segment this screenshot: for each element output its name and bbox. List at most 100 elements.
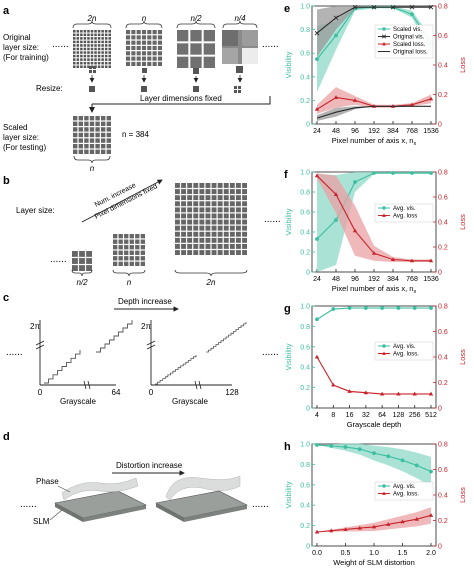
phase-pointer	[57, 485, 71, 493]
end-tick-a: 64	[112, 388, 121, 397]
pixel-cell	[193, 250, 199, 255]
data-point	[371, 524, 377, 529]
pixel-cell	[80, 58, 83, 61]
data-point	[409, 4, 415, 10]
n-under-label: n	[90, 164, 95, 173]
pixel-cell	[193, 183, 199, 188]
pixel-cell	[126, 30, 131, 35]
ytick-left-label: 1.0	[300, 304, 310, 311]
data-point	[428, 391, 434, 396]
pixel-cell	[106, 138, 111, 143]
pixel-cell	[136, 45, 141, 51]
dots-d-left: ......	[20, 499, 37, 510]
pixel-cell	[131, 40, 136, 45]
pixel-cell	[101, 65, 104, 68]
pixel-cell	[95, 121, 100, 126]
pixel-cell	[90, 47, 94, 51]
pixel-cell	[76, 47, 80, 51]
pixel-cell	[223, 189, 229, 194]
pixel-cell	[94, 61, 97, 65]
pixel-cell	[152, 30, 157, 35]
pixel-cell	[242, 189, 247, 194]
pixel-cell	[193, 244, 199, 249]
pixel-cell	[236, 195, 241, 201]
pixel-cell	[211, 237, 217, 243]
ytick-right-label: 0.4	[438, 493, 448, 500]
pixel-cell	[217, 219, 223, 225]
pixel-cell	[229, 219, 235, 225]
pixel-cell	[181, 250, 186, 255]
xlabel: Pixel number of axis x, nx	[332, 136, 417, 147]
scaled-layer-grid	[73, 116, 111, 154]
pixel-cell	[76, 44, 80, 47]
data-point	[380, 306, 385, 310]
data-point	[429, 306, 433, 310]
two-pi-label-a: 2π	[30, 322, 40, 331]
pixel-cell	[104, 58, 108, 61]
ytick-right-label: 0.2	[438, 380, 448, 387]
brace-a1	[72, 20, 112, 29]
pixel-cell	[84, 149, 89, 154]
pixel-cell	[104, 54, 108, 58]
pixel-cell	[72, 258, 78, 264]
dots-c-left: ......	[6, 347, 23, 358]
pixel-cell	[73, 121, 78, 126]
pixel-cell	[89, 116, 95, 121]
pixel-cell	[229, 195, 235, 201]
pixel-cell	[181, 237, 186, 243]
series-line-0	[316, 307, 431, 320]
pixel-cell	[89, 149, 95, 154]
data-point	[429, 469, 433, 474]
pixel-cell	[131, 45, 136, 51]
pixel-cell	[73, 138, 78, 143]
pixel-cell	[73, 44, 76, 47]
data-point	[410, 171, 414, 175]
pixel-cell	[131, 51, 136, 56]
num-increase-arrow	[81, 179, 163, 223]
pixel-cell	[211, 244, 217, 249]
pixel-cell	[175, 237, 180, 243]
pixel-cell	[83, 33, 87, 37]
ytick-left-label: 0.6	[300, 51, 310, 58]
pixel-cell	[205, 189, 211, 194]
data-point	[314, 30, 320, 36]
pixel-cell	[97, 54, 101, 58]
pixel-cell	[101, 51, 104, 54]
two-pi-label-b: 2π	[141, 322, 151, 331]
data-point	[331, 382, 336, 387]
pixel-cell	[236, 231, 241, 237]
series-band-1	[317, 173, 431, 262]
pixel-cell	[205, 213, 211, 219]
layer-grid-b-2n	[175, 183, 247, 255]
pixel-cell	[187, 213, 193, 219]
pixel-cell	[84, 116, 89, 121]
pixel-cell	[136, 35, 141, 40]
ytick-right-label: 0.6	[438, 33, 448, 40]
pixel-cell	[113, 245, 118, 250]
pixel-cell	[187, 219, 193, 225]
data-point	[372, 451, 376, 456]
pixel-cell	[203, 43, 215, 55]
pixel-cell	[242, 183, 247, 188]
ytick-right-label: 0.8	[438, 304, 448, 311]
ytick-right-label: 0	[438, 270, 442, 277]
ytick-left-label: 0.8	[300, 324, 310, 331]
xlabel: Weight of SLM distortion	[333, 558, 415, 567]
ytick-right-label: 0.8	[438, 442, 448, 449]
pixel-cell	[223, 213, 229, 219]
ytick-right-label: 0.8	[438, 170, 448, 177]
pixel-cell	[106, 116, 111, 121]
pixel-cell	[205, 231, 211, 237]
pixel-cell	[229, 244, 235, 249]
pixel-cell	[84, 144, 89, 149]
slm-plate-1	[54, 490, 147, 522]
pixel-cell	[135, 234, 140, 239]
pixel-cell	[94, 33, 97, 37]
panel-letter-h: h	[284, 441, 291, 453]
pixel-cell	[236, 225, 241, 231]
legend-marker	[382, 351, 386, 355]
xtick-label: 16	[346, 412, 354, 419]
pixel-cell	[199, 237, 205, 243]
pixel-cell	[97, 44, 101, 47]
pixel-cell	[140, 261, 145, 266]
